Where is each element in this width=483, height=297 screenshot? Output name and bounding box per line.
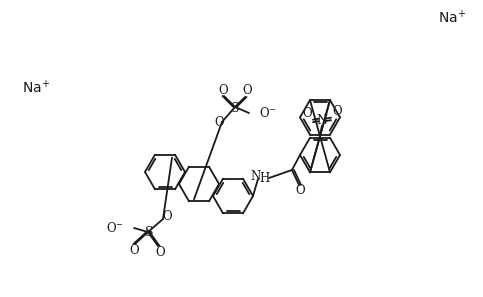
Text: O: O [295,184,305,198]
Text: O: O [302,107,312,120]
Text: O: O [218,83,228,97]
Text: O$^{-}$: O$^{-}$ [259,106,277,120]
Text: O: O [332,105,342,118]
Text: O: O [242,85,252,97]
Text: Na$^{+}$: Na$^{+}$ [438,9,466,27]
Text: Na$^{+}$: Na$^{+}$ [22,79,50,97]
Text: O: O [129,244,139,257]
Text: N: N [251,170,261,184]
Text: O: O [155,247,165,260]
Text: N: N [316,114,327,127]
Text: O: O [162,211,172,224]
Text: H: H [259,171,269,184]
Text: O$^{-}$: O$^{-}$ [106,221,124,235]
Text: O: O [214,116,224,129]
Text: S: S [231,102,239,115]
Text: S: S [145,225,153,238]
